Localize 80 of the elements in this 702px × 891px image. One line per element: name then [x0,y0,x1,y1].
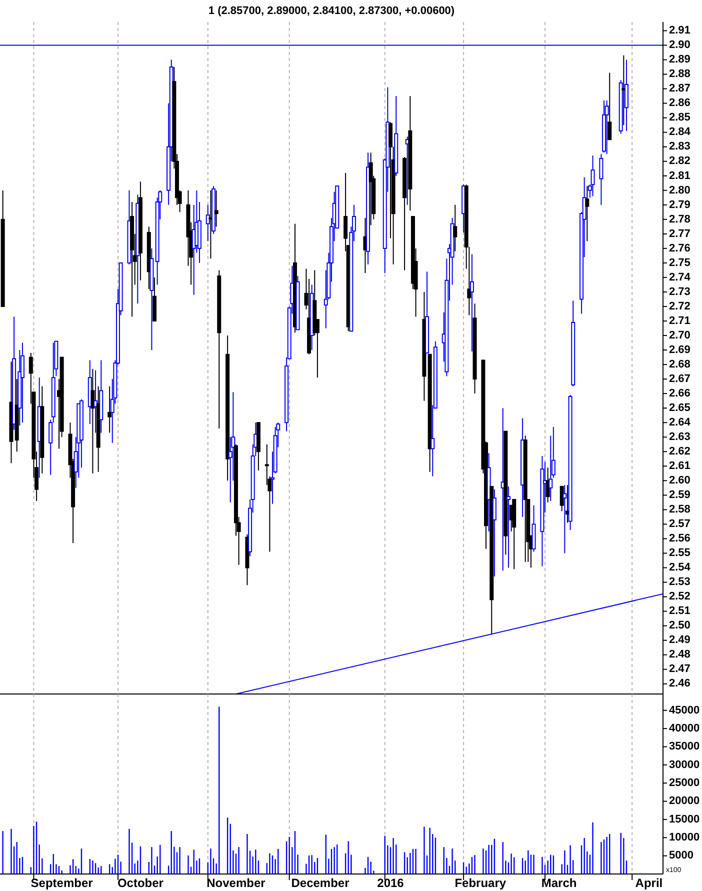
y-tick-label: 2.68 [669,358,690,370]
candlestick [585,186,590,242]
x-tick-label: March [541,876,577,890]
x-tick-label: February [454,876,506,890]
x-tick-label: December [291,876,350,890]
y-tick-label: 2.90 [669,39,690,52]
y-tick-label: 2.69 [669,344,690,356]
candlestick [470,254,474,352]
y-tick-label: 2.66 [669,387,690,400]
y-tick-label: 2.52 [669,590,690,603]
chart-title: 1 (2.85700, 2.89000, 2.84100, 2.87300, +0.00600) [208,5,455,17]
x-tick-label: October [117,876,164,890]
candlestick [20,342,24,424]
y-tick-label: 2.55 [669,547,690,560]
y-tick-label: 2.58 [669,504,690,516]
y-tick-label: 45000 [669,704,700,716]
y-tick-label: 2.83 [669,140,690,153]
y-tick-label: 2.50 [669,620,690,632]
candlestick [608,72,612,140]
y-tick-label: 2.82 [669,155,690,168]
y-tick-label: 2.86 [669,97,690,110]
candlestick [562,484,567,554]
y-tick-label: 2.48 [669,648,690,661]
x-tick-label: September [30,876,94,890]
y-tick-label: 2.91 [669,24,690,37]
y-tick-label: 2.61 [669,460,690,472]
candlestick [108,386,112,434]
x-tick-label: November [206,876,266,890]
candlestick [90,368,95,474]
y-tick-label: 2.70 [669,329,690,342]
y-tick-label: 2.77 [669,228,690,240]
y-tick-label: 2.85 [669,112,690,124]
y-tick-label: 20000 [669,795,700,808]
y-tick-label: 25000 [669,776,700,789]
candlestick [506,486,510,568]
candlestick [590,155,595,197]
y-tick-label: 2.74 [669,271,692,284]
y-tick-label: 10000 [669,832,700,844]
candlestick [214,190,218,228]
candlestick [492,488,496,577]
x-tick-label: 2016 [377,876,404,890]
y-tick-label: 2.51 [669,605,690,618]
y-tick-label: 2.71 [669,314,690,327]
x-tick-label: April [635,876,663,890]
y-tick-label: 2.81 [669,170,690,182]
y-tick-label: 40000 [669,722,700,734]
candlestick [548,435,553,502]
y-tick-label: 2.47 [669,663,690,676]
y-tick-label: 30000 [669,758,700,771]
y-tick-label: 2.54 [669,562,692,574]
y-tick-label: 2.59 [669,489,690,502]
y-tick-label: 2.60 [669,474,690,487]
y-tick-label: 2.89 [669,54,690,66]
y-tick-label: 2.88 [669,68,690,80]
y-tick-label: 2.67 [669,372,690,385]
y-tick-label: 2.75 [669,256,690,269]
y-tick-label: 2.65 [669,402,690,414]
candlestick [599,154,604,206]
y-tick-label: 2.57 [669,518,690,530]
y-tick-label: 2.76 [669,242,690,254]
y-tick-label: 2.80 [669,184,690,196]
y-tick-label: 2.49 [669,634,690,646]
y-tick-label: 2.79 [669,198,690,211]
y-tick-label: 2.63 [669,431,690,444]
y-tick-label: 2.87 [669,82,690,95]
y-tick-label: 2.78 [669,213,690,226]
y-tick-label: 5000 [669,850,694,862]
y-tick-label: 2.73 [669,286,690,298]
y-tick-label: 2.53 [669,576,690,588]
y-tick-label: 2.64 [669,416,692,428]
y-tick-label: 2.46 [669,678,690,690]
candlestick [368,152,373,226]
candlestick [560,486,564,512]
y-tick-label: 2.56 [669,532,690,545]
y-tick-label: 15000 [669,813,700,826]
y-tick-label: 35000 [669,740,700,753]
y-tick-label: 2.84 [669,126,692,138]
y-tick-label: 2.62 [669,446,690,458]
y-tick-label: 2.72 [669,300,690,312]
candlestick [453,204,458,252]
